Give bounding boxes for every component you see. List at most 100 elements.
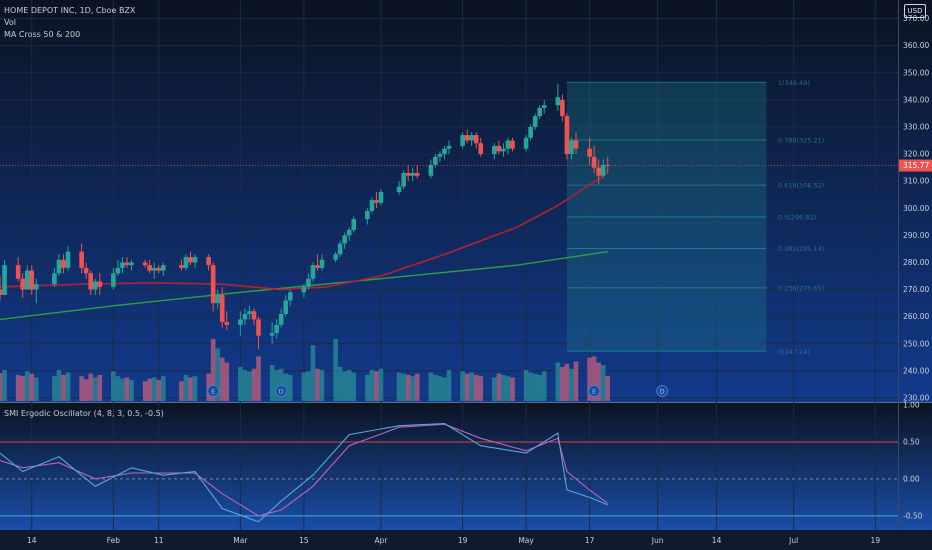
candle-body	[369, 200, 375, 211]
volume-bar	[52, 376, 57, 401]
oscillator-tick-label: 0.50	[903, 437, 920, 446]
time-axis[interactable]: 14 Feb 11 Mar 15 Apr 19 May 17 Jun 14 Jul 19	[27, 536, 880, 545]
candle-body	[151, 267, 157, 271]
fib-level-label: 0.5(296.82)	[778, 213, 816, 221]
candle-body	[65, 251, 71, 268]
candle-body	[492, 145, 497, 155]
time-tick-label: Jun	[651, 536, 664, 545]
candle-body	[333, 254, 338, 260]
volume-bar	[337, 366, 343, 401]
time-tick-label: 14	[712, 536, 722, 545]
volume-bar	[473, 374, 479, 401]
volume-bar	[20, 376, 25, 401]
candle-body	[473, 135, 479, 144]
smi-signal-line	[0, 423, 609, 517]
currency-badge[interactable]: USD	[904, 4, 926, 18]
candle-body	[251, 311, 257, 320]
oscillator-tick-label: -0.50	[903, 511, 923, 520]
volume-bar	[156, 379, 162, 401]
volume-bar	[160, 376, 166, 401]
candle-body	[573, 140, 579, 149]
volume-bar	[410, 376, 416, 401]
candle-body	[192, 257, 198, 263]
candle-body	[523, 137, 529, 149]
time-tick-label: Jul	[788, 536, 798, 545]
candle-body	[129, 262, 134, 266]
volume-bars	[0, 339, 611, 401]
volume-bar	[560, 366, 565, 401]
price-tick-label: 320.00	[903, 150, 929, 159]
candle-body	[433, 156, 438, 165]
candle-body	[24, 270, 30, 290]
candle-body	[410, 173, 416, 176]
volume-bar	[505, 376, 511, 401]
volume-bar	[29, 373, 35, 401]
candle-body	[310, 265, 316, 279]
volume-bar	[92, 377, 98, 401]
symbol-title: HOME DEPOT INC, 1D, Cboe BZX	[4, 6, 136, 15]
candle-body	[287, 292, 293, 301]
volume-bar	[124, 377, 130, 401]
volume-bar	[501, 374, 506, 401]
price-tick-label: 270.00	[903, 285, 929, 294]
time-tick-label: Feb	[107, 536, 121, 545]
candle-body	[469, 135, 474, 141]
volume-bar	[478, 376, 484, 401]
price-tick-label: 330.00	[903, 122, 929, 131]
price-axis[interactable]: 370.00 360.00 350.00 340.00 330.00 320.00 310.…	[0, 14, 932, 403]
candle-body	[124, 262, 130, 266]
candle-body	[414, 173, 420, 176]
oscillator-legend: SMI Ergodic Oscillator (4, 8, 3, 0.5, -0…	[4, 409, 164, 418]
last-price-tag	[899, 159, 932, 172]
volume-bar	[378, 368, 384, 401]
volume-bar	[79, 376, 84, 401]
candle-body	[115, 267, 121, 274]
price-tick-label: 290.00	[903, 231, 929, 240]
candles	[0, 83, 611, 350]
volume-bar	[600, 365, 606, 401]
volume-bar	[528, 372, 533, 401]
volume-bar	[333, 339, 338, 401]
candle-body	[510, 140, 515, 149]
candle-body	[219, 295, 225, 323]
candle-body	[505, 140, 511, 149]
price-tick-label: 280.00	[903, 258, 929, 267]
volume-bar	[179, 381, 184, 401]
volume-bar	[310, 345, 316, 401]
candle-body	[120, 262, 125, 268]
candle-body	[210, 265, 216, 304]
candle-body	[346, 229, 352, 236]
fib-level-label: 0.382(285.14)	[778, 245, 824, 253]
volume-bar	[15, 374, 21, 401]
volume-bar	[56, 370, 62, 401]
volume-bar	[414, 373, 420, 401]
time-tick-label: 17	[585, 536, 595, 545]
badge-letter: D	[660, 388, 665, 396]
candle-body	[591, 156, 597, 168]
volume-bar	[115, 376, 121, 401]
candle-body	[33, 284, 39, 290]
volume-legend: Vol	[4, 18, 16, 27]
price-pane-background	[0, 0, 932, 402]
smi-oscillator: 1.00 0.50 0.00 -0.50	[0, 401, 923, 523]
volume-bar	[428, 372, 434, 401]
candle-body	[147, 265, 152, 271]
price-tick-label: 360.00	[903, 41, 929, 50]
volume-bar	[147, 378, 152, 401]
volume-bar	[151, 377, 157, 401]
volume-bar	[183, 374, 189, 401]
volume-bar	[541, 371, 547, 401]
candle-body	[142, 262, 148, 266]
last-price-label: 315.77	[903, 161, 929, 170]
candle-body	[306, 278, 311, 287]
volume-bar	[251, 368, 257, 401]
price-tick-label: 230.00	[903, 394, 929, 403]
candle-body	[188, 257, 193, 263]
volume-bar	[496, 373, 502, 401]
volume-bar	[523, 370, 529, 401]
candle-body	[179, 265, 184, 268]
candle-body	[569, 140, 574, 155]
candle-body	[283, 300, 289, 314]
